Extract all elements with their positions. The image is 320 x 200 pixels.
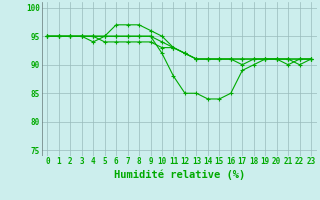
X-axis label: Humidité relative (%): Humidité relative (%)	[114, 169, 245, 180]
